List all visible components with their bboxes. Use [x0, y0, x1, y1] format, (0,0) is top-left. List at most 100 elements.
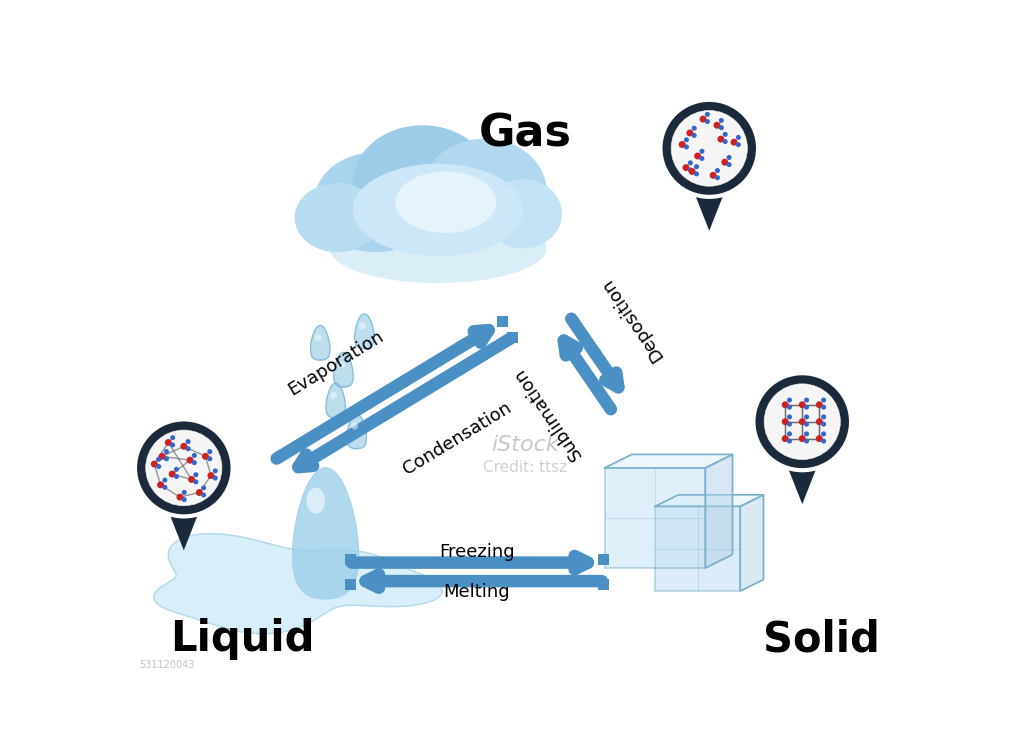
- Circle shape: [710, 172, 717, 179]
- Circle shape: [689, 168, 695, 175]
- Circle shape: [714, 122, 721, 128]
- Circle shape: [715, 175, 720, 180]
- Ellipse shape: [295, 183, 380, 252]
- Circle shape: [159, 453, 166, 460]
- Circle shape: [174, 467, 179, 472]
- Polygon shape: [326, 384, 345, 418]
- Polygon shape: [334, 353, 353, 387]
- Circle shape: [804, 405, 809, 410]
- Circle shape: [787, 414, 792, 420]
- Circle shape: [816, 402, 823, 408]
- Polygon shape: [162, 495, 206, 550]
- Circle shape: [169, 470, 176, 477]
- Circle shape: [804, 439, 809, 444]
- Text: Credit: ttsz: Credit: ttsz: [482, 461, 567, 476]
- Circle shape: [691, 125, 696, 131]
- Ellipse shape: [423, 139, 547, 242]
- Circle shape: [135, 419, 232, 516]
- Polygon shape: [326, 384, 345, 418]
- Polygon shape: [604, 468, 706, 568]
- Circle shape: [170, 442, 175, 448]
- Circle shape: [754, 373, 851, 470]
- Circle shape: [816, 418, 823, 425]
- Circle shape: [314, 334, 322, 341]
- Circle shape: [694, 171, 699, 177]
- Circle shape: [816, 435, 823, 442]
- Circle shape: [194, 472, 199, 477]
- Circle shape: [163, 478, 167, 482]
- Circle shape: [781, 418, 788, 425]
- Circle shape: [164, 449, 169, 454]
- Circle shape: [213, 468, 218, 473]
- Circle shape: [821, 421, 826, 427]
- Circle shape: [765, 385, 840, 458]
- Circle shape: [688, 160, 693, 165]
- Ellipse shape: [484, 179, 562, 248]
- Circle shape: [799, 435, 806, 442]
- Circle shape: [157, 482, 164, 488]
- Circle shape: [804, 398, 809, 402]
- Text: Freezing: Freezing: [439, 543, 515, 561]
- Circle shape: [694, 164, 699, 169]
- Circle shape: [351, 423, 358, 430]
- Polygon shape: [780, 448, 824, 504]
- Ellipse shape: [352, 125, 493, 241]
- Circle shape: [736, 135, 741, 140]
- Polygon shape: [293, 468, 358, 599]
- Circle shape: [787, 405, 792, 410]
- Circle shape: [671, 110, 748, 186]
- Polygon shape: [655, 507, 740, 591]
- Circle shape: [736, 142, 741, 147]
- Circle shape: [201, 485, 206, 490]
- Circle shape: [715, 168, 720, 173]
- Ellipse shape: [352, 164, 523, 256]
- Circle shape: [781, 402, 788, 408]
- Circle shape: [338, 361, 345, 368]
- Circle shape: [799, 418, 806, 425]
- Polygon shape: [334, 353, 353, 387]
- Circle shape: [691, 133, 696, 138]
- Circle shape: [699, 149, 705, 154]
- Circle shape: [660, 100, 758, 197]
- Polygon shape: [655, 495, 764, 507]
- Circle shape: [194, 479, 199, 485]
- Polygon shape: [354, 314, 374, 349]
- Circle shape: [359, 322, 366, 329]
- Text: Melting: Melting: [443, 583, 510, 601]
- Circle shape: [163, 485, 167, 490]
- Polygon shape: [507, 331, 518, 343]
- Circle shape: [683, 164, 689, 171]
- Circle shape: [156, 464, 161, 469]
- Circle shape: [718, 136, 724, 143]
- Circle shape: [146, 431, 221, 504]
- Text: Liquid: Liquid: [171, 618, 315, 661]
- Ellipse shape: [330, 214, 547, 283]
- Circle shape: [201, 492, 206, 498]
- Circle shape: [787, 421, 792, 427]
- Circle shape: [174, 474, 179, 479]
- Circle shape: [730, 139, 737, 146]
- Circle shape: [727, 162, 731, 167]
- Circle shape: [699, 156, 705, 161]
- Polygon shape: [347, 414, 367, 448]
- Polygon shape: [347, 414, 367, 448]
- Circle shape: [804, 414, 809, 420]
- Circle shape: [821, 439, 826, 444]
- Circle shape: [821, 398, 826, 402]
- Circle shape: [151, 461, 158, 467]
- Circle shape: [719, 118, 724, 123]
- Circle shape: [719, 125, 724, 130]
- Circle shape: [181, 490, 186, 495]
- Circle shape: [705, 119, 710, 124]
- Circle shape: [208, 472, 214, 479]
- Text: Gas: Gas: [478, 112, 571, 156]
- Text: Sublimation: Sublimation: [509, 364, 585, 463]
- Circle shape: [673, 112, 746, 185]
- Polygon shape: [293, 468, 358, 599]
- Circle shape: [821, 414, 826, 420]
- Circle shape: [185, 446, 190, 451]
- Circle shape: [821, 405, 826, 410]
- Polygon shape: [687, 175, 731, 231]
- Circle shape: [764, 384, 841, 460]
- Circle shape: [688, 168, 693, 173]
